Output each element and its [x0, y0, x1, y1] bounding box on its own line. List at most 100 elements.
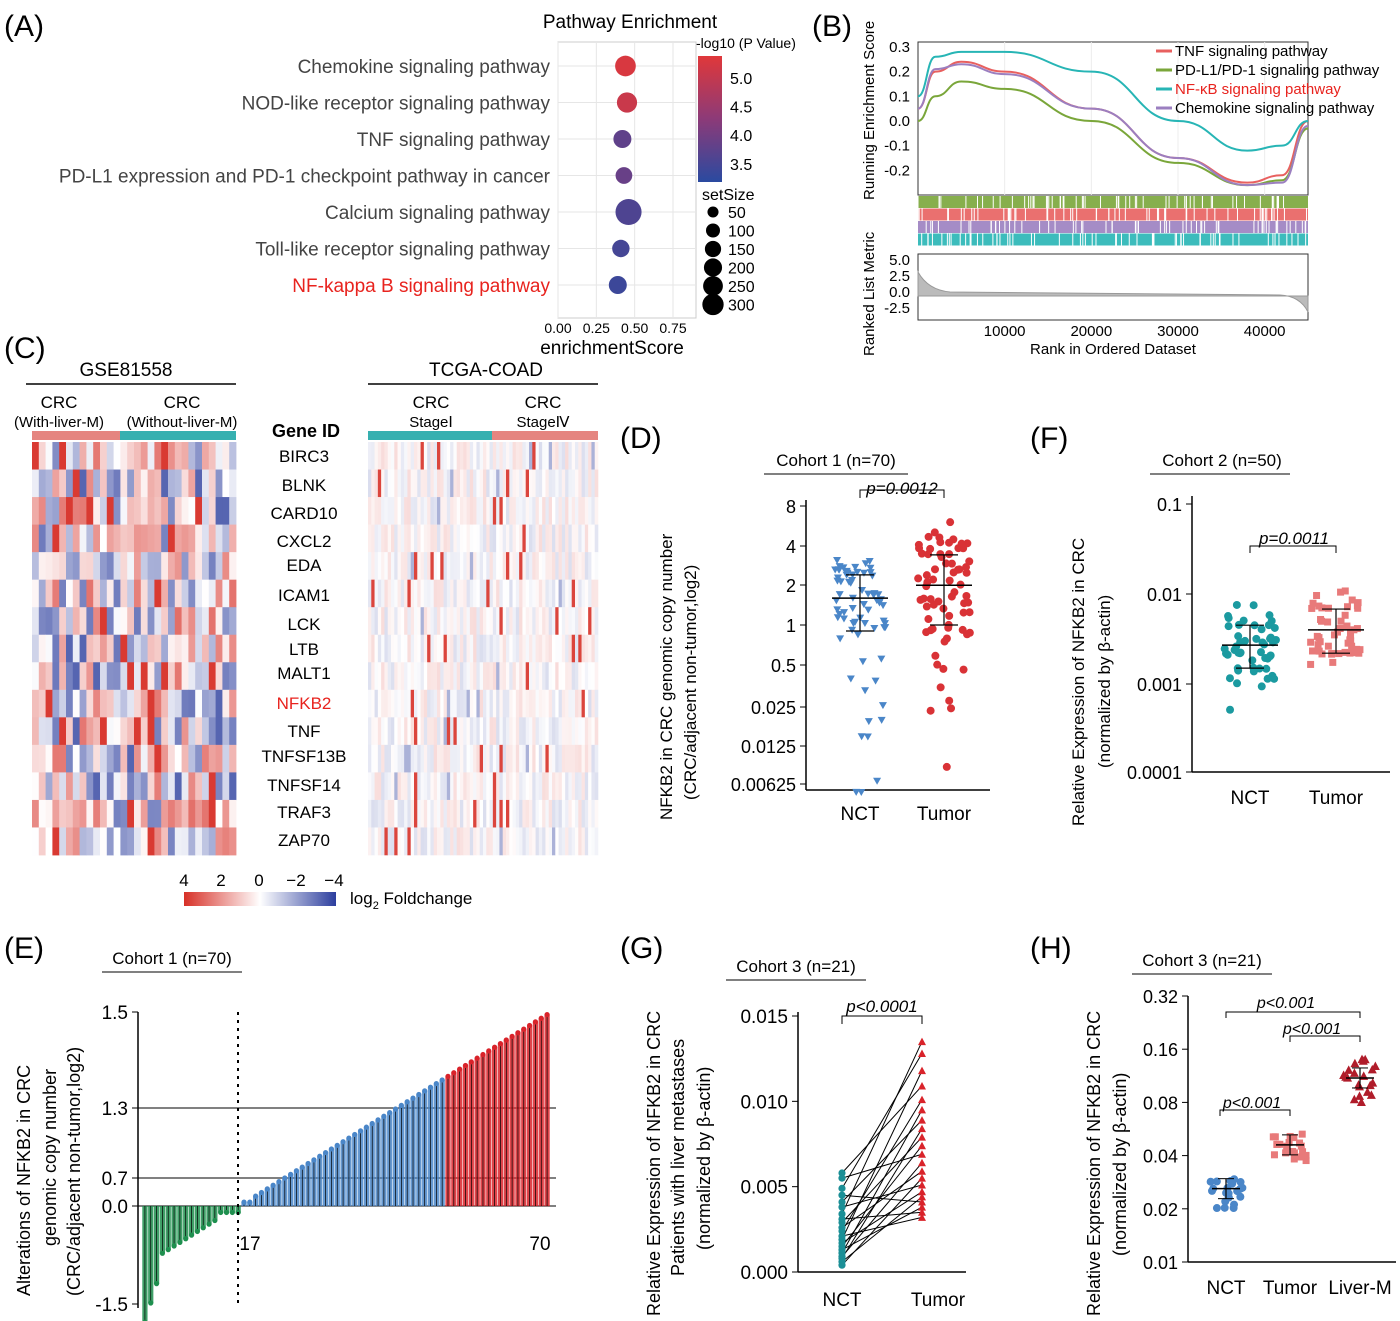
heatmap-cell — [38, 827, 46, 856]
heatmap-cell — [561, 799, 566, 828]
heatmap-cell — [147, 524, 155, 553]
heatmap-cell — [134, 662, 142, 691]
heatmap-cell — [496, 799, 500, 828]
heatmap-cell — [575, 552, 579, 580]
tumor-point — [918, 1167, 926, 1175]
heatmap-cell — [584, 827, 589, 856]
heatmap-cell — [394, 442, 398, 470]
heatmap-cell — [479, 497, 484, 525]
heatmap-cell — [120, 744, 128, 773]
heatmap-cell — [400, 662, 405, 691]
heatmap-cell — [489, 442, 494, 470]
heatmap-cell — [222, 799, 230, 828]
heatmap-cell — [522, 469, 527, 498]
heatmap-cell — [538, 497, 543, 525]
heatmap-cell — [427, 744, 431, 773]
heatmap-cell — [66, 799, 74, 828]
heatmap-cell — [229, 772, 237, 801]
heatmap-cell — [397, 634, 402, 663]
heatmap-cell — [571, 744, 576, 773]
heatmap-cell — [450, 579, 454, 608]
bar-tip — [544, 1011, 550, 1018]
heatmap-cell — [433, 827, 438, 856]
data-point — [1346, 629, 1354, 637]
heatmap-cell — [506, 634, 510, 663]
heatmap-cell — [545, 689, 550, 718]
heatmap-cell — [509, 744, 513, 773]
heatmap-cell — [591, 552, 596, 580]
heatmap-cell — [93, 469, 101, 498]
heatmap-cell — [423, 634, 428, 663]
heatmap-cell — [506, 717, 510, 746]
heatmap-cell — [215, 442, 223, 470]
heatmap-cell — [229, 607, 237, 636]
heatmap-cell — [453, 497, 458, 525]
heatmap-cell — [548, 717, 553, 746]
size-legend-label: 250 — [728, 279, 755, 296]
heatmap-cell — [519, 662, 523, 691]
heatmap-cell — [509, 469, 513, 498]
heatmap-cell — [483, 662, 487, 691]
heatmap-cell — [400, 469, 405, 498]
heatmap-cell — [453, 662, 458, 691]
paired-line — [841, 1099, 923, 1232]
heatmap-cell — [469, 579, 474, 608]
heatmap-cell — [154, 827, 162, 856]
heatmap-cell — [568, 827, 573, 856]
heatmap-cell — [188, 497, 196, 525]
heatmap-cell — [433, 634, 438, 663]
heatmap-cell — [456, 607, 461, 636]
heatmap-cell — [229, 469, 237, 498]
hit-row-0 — [918, 196, 1308, 208]
heatmap-cell — [417, 662, 421, 691]
heatmap-cell — [427, 662, 431, 691]
heatmap-cell — [188, 524, 196, 553]
heatmap-cell — [410, 469, 415, 498]
heatmap-cell — [174, 772, 182, 801]
heatmap-cell — [79, 524, 87, 553]
panel-d-cohort: Cohort 1 (n=70) — [776, 451, 896, 470]
heatmap-cell — [32, 442, 40, 470]
heatmap-cell — [545, 524, 550, 553]
group-bar-stage1 — [368, 431, 492, 440]
heatmap-cell — [460, 607, 464, 636]
heatmap-cell — [453, 827, 458, 856]
heatmap-cell — [469, 799, 474, 828]
heatmap-cell — [52, 717, 60, 746]
heatmap-cell — [391, 552, 395, 580]
heatmap-cell — [32, 497, 40, 525]
heatmap-cell — [512, 442, 517, 470]
heatmap-cell — [483, 744, 487, 773]
heatmap-cell — [548, 772, 553, 801]
heatmap-cell — [404, 497, 408, 525]
group-label-0: CRC — [41, 393, 78, 412]
heatmap-cell — [525, 662, 530, 691]
heatmap-cell — [371, 552, 375, 580]
heatmap-cell — [417, 579, 421, 608]
heatmap-cell — [368, 662, 372, 691]
size-legend-label: 100 — [728, 224, 755, 241]
data-point — [880, 624, 889, 632]
heatmap-cell — [502, 579, 507, 608]
heatmap-cell — [168, 662, 176, 691]
heatmap-cell — [377, 469, 382, 498]
heatmap-cell — [407, 689, 412, 718]
heatmap-scale-label: log2 Foldchange — [350, 889, 472, 912]
group-label-1: CRC — [164, 393, 201, 412]
data-point — [1266, 634, 1275, 643]
heatmap-cell — [134, 469, 142, 498]
heatmap-cell — [202, 744, 210, 773]
heatmap-cell — [229, 662, 237, 691]
a-xtick-2: 0.50 — [621, 320, 648, 336]
heatmap-cell — [437, 772, 441, 801]
heatmap-cell — [456, 744, 461, 773]
bar-tip — [363, 1124, 369, 1130]
heatmap-cell — [460, 662, 464, 691]
heatmap-cell — [525, 799, 530, 828]
bar-tip — [282, 1175, 288, 1181]
heatmap-cell — [391, 634, 395, 663]
g-category-1: Tumor — [911, 1290, 966, 1311]
heatmap-cell — [548, 634, 553, 663]
heatmap-cell — [222, 717, 230, 746]
heatmap-cell — [391, 689, 395, 718]
